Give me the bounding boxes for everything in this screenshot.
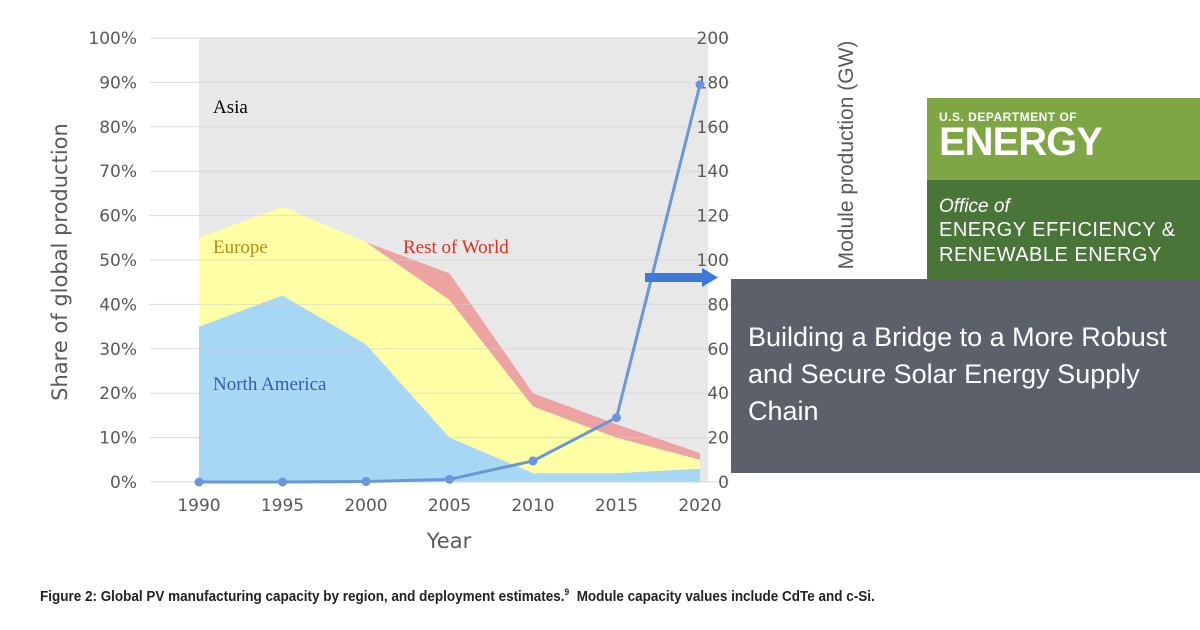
banner-title-line: Building a Bridge to a More Robust <box>748 322 1167 352</box>
y-tick-label: 70% <box>99 162 137 182</box>
y2-tick-label: 20 <box>707 429 729 449</box>
y-tick-label: 50% <box>99 251 137 271</box>
y-tick-label: 60% <box>99 207 137 227</box>
doe-eere-logo: U.S. DEPARTMENT OF ENERGY Office of ENER… <box>927 98 1200 279</box>
y-tick-label: 100% <box>88 29 137 49</box>
figure-caption: Figure 2: Global PV manufacturing capaci… <box>40 582 877 607</box>
y-tick-label: 80% <box>99 118 137 138</box>
logo-office-text: Office of <box>939 196 1010 217</box>
module-production-point <box>194 477 204 487</box>
x-tick-label: 2010 <box>511 496 554 516</box>
y-tick-label: 30% <box>99 340 137 360</box>
region-label-europe: Europe <box>213 237 268 258</box>
module-production-point <box>278 477 287 487</box>
y-tick-label: 10% <box>99 429 137 449</box>
y2-tick-label: 120 <box>697 207 729 227</box>
y2-tick-label: 180 <box>697 73 729 93</box>
y-tick-label: 90% <box>99 73 137 93</box>
x-tick-label: 1990 <box>177 496 220 516</box>
area-europe <box>199 206 700 474</box>
logo-energy-text: ENERGY <box>939 120 1103 164</box>
y2-tick-label: 0 <box>718 473 729 493</box>
x-tick-label: 2015 <box>595 496 638 516</box>
arrow-right-icon <box>645 268 718 287</box>
region-label-rest-of-world: Rest of World <box>403 237 509 258</box>
y2-tick-label: 100 <box>697 251 729 271</box>
x-tick-label: 2005 <box>428 496 471 516</box>
x-tick-label: 2000 <box>344 496 387 516</box>
module-production-point <box>612 413 621 423</box>
y2-tick-label: 140 <box>697 162 729 182</box>
logo-dept-text: U.S. DEPARTMENT OF <box>939 110 1078 124</box>
region-label-asia: Asia <box>213 97 248 118</box>
y2-axis-label: Module production (GW) <box>835 41 858 270</box>
title-banner: Building a Bridge to a More Robust and S… <box>731 279 1200 473</box>
module-production-point <box>445 474 454 484</box>
y2-tick-label: 160 <box>697 118 729 138</box>
module-production-point <box>361 477 371 487</box>
y-tick-label: 40% <box>99 295 137 315</box>
banner-title: Building a Bridge to a More Robust and S… <box>748 319 1167 430</box>
x-tick-label: 1995 <box>261 496 304 516</box>
x-axis-label: Year <box>426 529 472 553</box>
y-tick-label: 20% <box>99 384 137 404</box>
caption-text: Figure 2: Global PV manufacturing capaci… <box>40 588 565 605</box>
y2-tick-label: 40 <box>707 384 729 404</box>
logo-eere-line2: RENEWABLE ENERGY <box>939 244 1162 266</box>
caption-text-2: Module capacity values include CdTe and … <box>569 588 875 605</box>
y-tick-label: 0% <box>110 473 137 493</box>
area-north-america <box>199 295 700 482</box>
module-production-point <box>528 456 538 466</box>
banner-title-line: Chain <box>748 396 819 426</box>
y2-tick-label: 80 <box>707 295 729 315</box>
x-tick-label: 2020 <box>678 496 721 516</box>
logo-eere-line1: ENERGY EFFICIENCY & <box>939 219 1176 241</box>
caption-footnote: 9 <box>564 587 570 597</box>
y-axis-label: Share of global production <box>48 123 72 401</box>
y2-tick-label: 60 <box>707 340 729 360</box>
module-production-point <box>695 80 705 90</box>
banner-title-line: and Secure Solar Energy Supply <box>748 359 1140 389</box>
y2-tick-label: 200 <box>697 29 729 49</box>
region-label-north-america: North America <box>213 374 327 395</box>
